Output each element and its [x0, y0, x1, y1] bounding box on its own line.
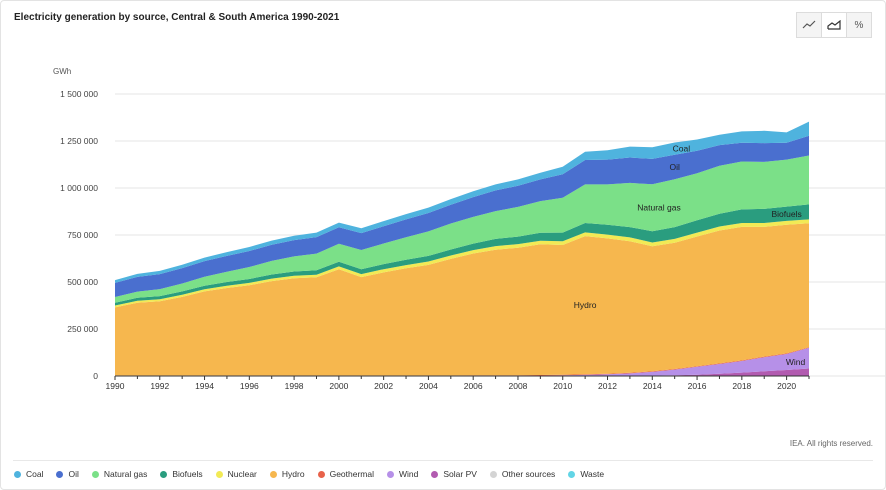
y-tick-label: 1 250 000	[60, 136, 98, 146]
legend-label: Nuclear	[227, 469, 257, 479]
legend-label: Wind	[399, 469, 419, 479]
legend-label: Solar PV	[443, 469, 477, 479]
area-natural-gas	[115, 155, 809, 303]
series-label-coal: Coal	[673, 144, 691, 154]
x-tick-label: 2014	[643, 381, 662, 391]
legend-item-geothermal[interactable]: Geothermal	[317, 469, 374, 479]
area-hydro	[115, 223, 809, 376]
x-tick-label: 1992	[150, 381, 169, 391]
legend-label: Waste	[580, 469, 605, 479]
area-nuclear	[115, 219, 809, 308]
area-chart-icon	[827, 20, 841, 30]
x-tick-label: 2008	[509, 381, 528, 391]
legend: Coal Oil Natural gas Biofuels Nuclear Hydro Ge…	[14, 469, 617, 479]
legend-swatch	[56, 470, 64, 478]
x-tick-label: 2018	[732, 381, 751, 391]
legend-item-biofuels[interactable]: Biofuels	[160, 469, 203, 479]
x-tick-label: 2016	[688, 381, 707, 391]
x-tick-label: 2012	[598, 381, 617, 391]
legend-label: Other sources	[501, 469, 556, 479]
series-label-wind: Wind	[786, 357, 806, 367]
x-tick-label: 2000	[329, 381, 348, 391]
legend-item-waste[interactable]: Waste	[568, 469, 604, 479]
legend-label: Coal	[26, 469, 44, 479]
stacked-area-chart: GWh 0 250 000 500 000 750 000 1 000 000 1 250 …	[53, 67, 885, 391]
legend-swatch	[568, 470, 576, 478]
legend-swatch	[317, 470, 325, 478]
x-tick-label: 2020	[777, 381, 796, 391]
legend-item-coal[interactable]: Coal	[14, 469, 43, 479]
x-tick-label: 1998	[285, 381, 304, 391]
legend-label: Oil	[68, 469, 79, 479]
chart-title: Electricity generation by source, Centra…	[14, 12, 340, 23]
series-label-biofuels: Biofuels	[771, 209, 801, 219]
line-chart-button[interactable]	[796, 12, 822, 38]
y-tick-label: 1 000 000	[60, 183, 98, 193]
x-tick-label: 2004	[419, 381, 438, 391]
legend-swatch	[14, 470, 21, 478]
y-axis-unit: GWh	[53, 67, 71, 76]
x-tick-label: 2010	[553, 381, 572, 391]
x-tick-label: 1990	[106, 381, 125, 391]
legend-label: Geothermal	[329, 469, 374, 479]
legend-item-solar-pv[interactable]: Solar PV	[431, 469, 477, 479]
x-tick-label: 1996	[240, 381, 259, 391]
legend-item-hydro[interactable]: Hydro	[269, 469, 305, 479]
series-label-natural-gas: Natural gas	[637, 203, 680, 213]
series-label-hydro: Hydro	[574, 300, 597, 310]
legend-item-other-sources[interactable]: Other sources	[489, 469, 556, 479]
percent-button[interactable]: %	[846, 12, 872, 38]
y-tick-label: 500 000	[67, 277, 98, 287]
area-oil	[115, 135, 809, 297]
legend-swatch	[387, 470, 394, 478]
legend-swatch	[431, 470, 439, 478]
chart-type-toolbar: %	[796, 12, 872, 38]
legend-swatch	[489, 470, 497, 478]
legend-item-natural-gas[interactable]: Natural gas	[91, 469, 148, 479]
area-solar-pv	[115, 368, 809, 376]
x-tick-label: 1994	[195, 381, 214, 391]
legend-swatch	[91, 470, 99, 478]
credit-text: IEA. All rights reserved.	[789, 439, 873, 448]
legend-item-oil[interactable]: Oil	[56, 469, 79, 479]
legend-label: Natural gas	[103, 469, 148, 479]
legend-item-wind[interactable]: Wind	[387, 469, 418, 479]
y-tick-label: 750 000	[67, 230, 98, 240]
legend-item-nuclear[interactable]: Nuclear	[215, 469, 257, 479]
legend-divider	[13, 460, 873, 461]
y-tick-label: 1 500 000	[60, 89, 98, 99]
percent-icon: %	[854, 19, 864, 31]
line-chart-icon	[802, 20, 816, 29]
legend-label: Hydro	[281, 469, 305, 479]
y-tick-label: 0	[93, 371, 98, 381]
series-label-oil: Oil	[669, 162, 680, 172]
area-coal	[115, 121, 809, 283]
legend-swatch	[269, 470, 277, 478]
legend-swatch	[215, 470, 223, 478]
x-tick-label: 2002	[374, 381, 393, 391]
area-biofuels	[115, 204, 809, 306]
x-tick-label: 2006	[464, 381, 483, 391]
legend-label: Biofuels	[172, 469, 203, 479]
y-tick-label: 250 000	[67, 324, 98, 334]
legend-swatch	[160, 470, 168, 478]
area-chart-button[interactable]	[821, 12, 847, 38]
